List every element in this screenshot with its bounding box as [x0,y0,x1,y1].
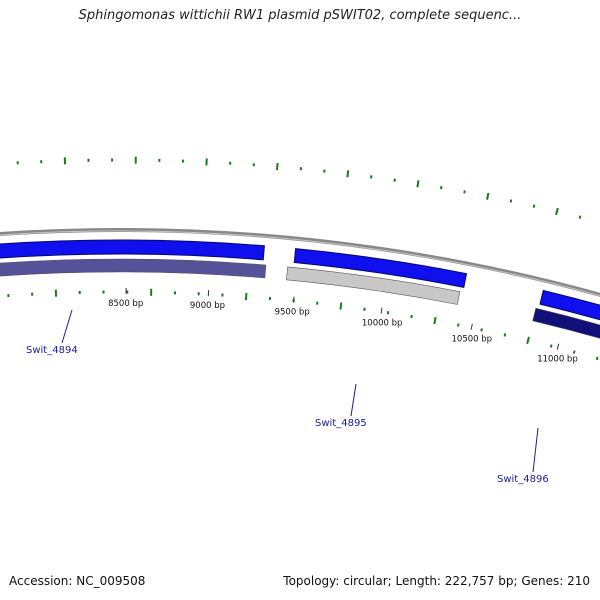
forward-cds-arrow[interactable] [293,248,468,288]
gc-marker [276,163,279,171]
accession-label: Accession: NC_009508 [9,574,146,588]
gc-marker [386,311,390,315]
scale-tick [556,343,560,350]
tick-label-8500: 8500 bp [108,299,143,309]
tick-label-11000: 11000 bp [537,354,578,364]
position-scale: 8500 bp 9000 bp 9500 bp 10000 bp 10500 b… [108,288,578,364]
gene-labels: Swit_4894 Swit_4895 Swit_4896 [26,309,549,485]
tick-label-9000: 9000 bp [190,301,225,311]
gc-marker [346,170,350,178]
gc-marker [393,178,396,182]
gc-marker [532,204,536,208]
gene-label-swit-4895[interactable]: Swit_4895 [315,418,367,429]
map-title: Sphingomonas wittichii RW1 plasmid pSWIT… [78,8,522,23]
tick-label-10500: 10500 bp [452,335,493,345]
gc-marker [480,328,483,332]
gene-leader-line [532,427,539,473]
gene-label-swit-4896[interactable]: Swit_4896 [497,474,549,485]
gc-marker [440,186,443,190]
gc-marker [244,293,248,301]
reverse-cds-swit-4894[interactable] [0,258,267,282]
plasmid-backbone-highlight [0,230,600,297]
reverse-cds-swit-4895[interactable] [286,266,461,305]
forward-cds-arrow[interactable] [0,239,265,264]
gc-marker [433,317,437,325]
map-layer: 8500 bp 9000 bp 9500 bp 10000 bp 10500 b… [0,156,600,385]
forward-strand-track [0,239,600,385]
gc-marker [339,302,343,310]
gc-marker [549,344,553,348]
gc-marker [509,199,513,203]
gc-marker [578,215,582,219]
forward-cds-arrow[interactable] [539,289,600,385]
tick-label-9500: 9500 bp [275,308,310,318]
gc-content-track [16,156,582,219]
scale-tick [292,296,295,303]
gene-leader-line [61,309,73,344]
topology-summary: Topology: circular; Length: 222,757 bp; … [283,574,590,588]
gc-marker [595,356,599,361]
plasmid-backbone [0,228,600,297]
gc-marker [410,314,413,319]
reverse-cds-swit-4896[interactable] [532,307,600,368]
gene-label-swit-4894[interactable]: Swit_4894 [26,345,78,356]
gc-marker [416,180,420,188]
gc-marker [503,333,507,337]
gc-marker [486,192,490,200]
scale-tick [380,307,383,314]
gene-leader-line [350,383,357,417]
scale-tick [470,323,473,330]
gc-marker [526,336,530,344]
gc-marker [555,207,559,216]
gc-marker [463,190,466,194]
gc-marker [457,323,460,327]
reverse-strand-track [0,258,600,368]
tick-label-10000: 10000 bp [362,319,403,329]
gc-marker [572,350,576,354]
